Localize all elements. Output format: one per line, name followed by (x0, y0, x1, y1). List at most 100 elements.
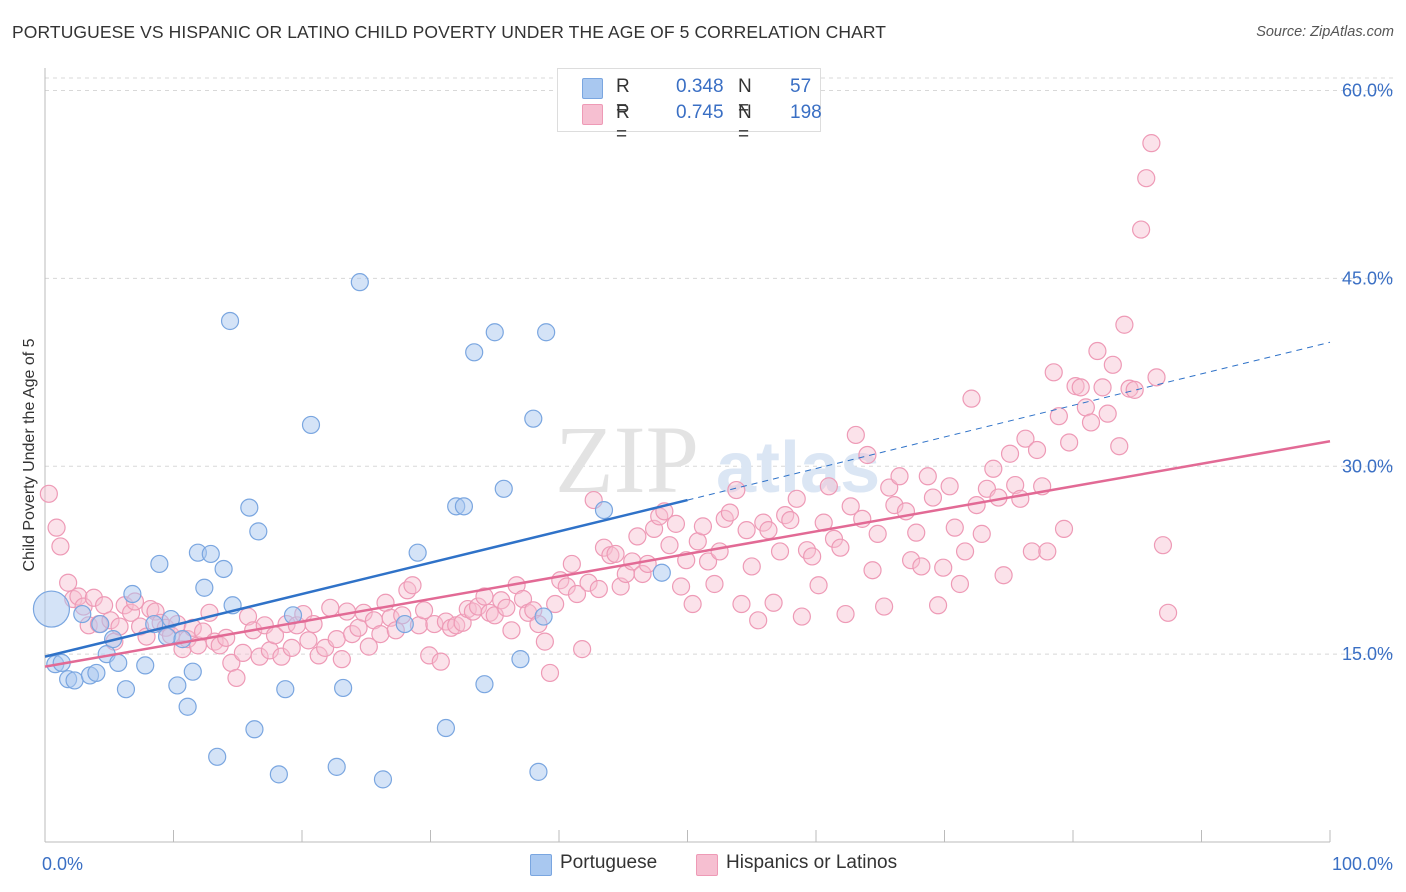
portuguese-point (183, 662, 202, 681)
hispanic-point (671, 577, 691, 596)
portuguese-point (276, 680, 295, 699)
source-label: Source: ZipAtlas.com (1256, 24, 1394, 40)
hispanic-point (787, 489, 806, 508)
portuguese-point (109, 653, 128, 672)
hispanic-swatch (696, 854, 718, 876)
portuguese-point (157, 627, 177, 646)
portuguese-point (334, 678, 353, 698)
portuguese-point (161, 609, 181, 629)
hispanic-point (688, 532, 707, 551)
hispanic-point (940, 477, 959, 496)
chart-title: PORTUGUESE VS HISPANIC OR LATINO CHILD P… (12, 22, 887, 42)
portuguese-point (494, 479, 513, 498)
hispanic-point (39, 484, 58, 503)
portuguese-point (436, 718, 456, 738)
hispanic-points (39, 134, 1178, 688)
hispanic-point (628, 527, 647, 546)
hispanic-point (398, 581, 417, 600)
hispanic-point (95, 596, 114, 615)
hispanic-point (431, 652, 450, 671)
tick-labels: 15.0% 30.0% 45.0% 60.0% 0.0% 100.0% (42, 81, 1393, 874)
portuguese-point (116, 680, 136, 699)
hispanic-point (1071, 378, 1090, 397)
hispanic-point (1060, 433, 1079, 452)
hispanic-point (420, 646, 439, 665)
portuguese-point (594, 500, 614, 520)
hispanic-swatch (582, 104, 603, 125)
hispanic-point (792, 607, 811, 626)
hispanic-point (776, 506, 795, 525)
hispanic-point (764, 593, 783, 612)
y-tick-label: 15.0% (1342, 644, 1393, 664)
hispanic-point (1110, 437, 1129, 456)
hispanic-point (666, 514, 686, 533)
hispanic-point (1038, 542, 1057, 561)
y-tick-label: 60.0% (1342, 81, 1393, 101)
gridlines (45, 77, 1395, 655)
y-tick-label: 30.0% (1342, 456, 1393, 476)
hispanic-point (546, 594, 565, 614)
hispanic-point (901, 551, 921, 570)
hispanic-point (441, 618, 461, 637)
hispanic-point (233, 643, 252, 662)
hispanic-point (227, 668, 246, 688)
hispanic-point (1022, 542, 1041, 561)
portuguese-point (87, 663, 106, 683)
hispanic-point (121, 603, 141, 622)
hispanic-point (912, 557, 931, 576)
watermark-zip: ZIP (555, 406, 699, 513)
hispanic-point (633, 564, 652, 584)
hispanic-point (557, 577, 576, 596)
hispanic-point (660, 536, 679, 555)
hispanic-point (831, 538, 850, 557)
hispanic-point (732, 594, 751, 614)
hispanic-point (868, 524, 887, 543)
hispanic-point (579, 573, 598, 592)
hispanic-point (1125, 380, 1144, 399)
hispanic-point (606, 544, 625, 564)
portuguese-point (511, 650, 530, 669)
hispanic-point (359, 637, 378, 656)
hispanic-point (69, 587, 88, 606)
portuguese-point (537, 323, 556, 342)
hispanic-point (84, 588, 103, 607)
hispanic-point (918, 467, 937, 486)
hispanic-point (934, 558, 953, 577)
hispanic-point (846, 425, 865, 445)
hispanic-point (737, 521, 756, 540)
y-axis-label: Child Poverty Under the Age of 5 (21, 338, 38, 572)
portuguese-point (350, 273, 369, 292)
hispanic-point (468, 597, 488, 616)
portuguese-trend-line (44, 498, 688, 658)
hispanic-point (727, 480, 746, 500)
hispanic-point (875, 597, 894, 616)
hispanic-point (759, 521, 778, 540)
portuguese-point (652, 563, 671, 582)
portuguese-point (173, 630, 192, 649)
hispanic-point (403, 576, 422, 595)
legend-n-label: N = (738, 76, 752, 119)
hispanic-point (321, 598, 340, 617)
hispanic-point (562, 554, 581, 574)
hispanic-point (841, 497, 860, 516)
portuguese-point (454, 497, 474, 516)
hispanic-legend-label: Hispanics or Latinos (726, 852, 898, 873)
hispanic-point (51, 537, 70, 556)
portuguese-point (136, 656, 155, 675)
portuguese-point (465, 343, 484, 362)
hispanic-point (809, 576, 828, 595)
hispanic-point (349, 618, 368, 637)
hispanic-point (742, 557, 761, 576)
legend-n-value: 57 (790, 76, 812, 97)
portuguese-legend-label: Portuguese (560, 852, 658, 873)
hispanic-point (1011, 489, 1030, 508)
portuguese-trend-extension (687, 341, 1331, 501)
portuguese-point (485, 323, 504, 342)
hispanic-point (1132, 220, 1151, 239)
hispanic-point (693, 517, 713, 536)
hispanic-point (770, 542, 790, 561)
portuguese-point (301, 415, 321, 435)
hispanic-point (327, 630, 346, 649)
legend-n-value: 198 (790, 102, 822, 123)
x-tick-label-max: 100.0% (1332, 854, 1393, 874)
